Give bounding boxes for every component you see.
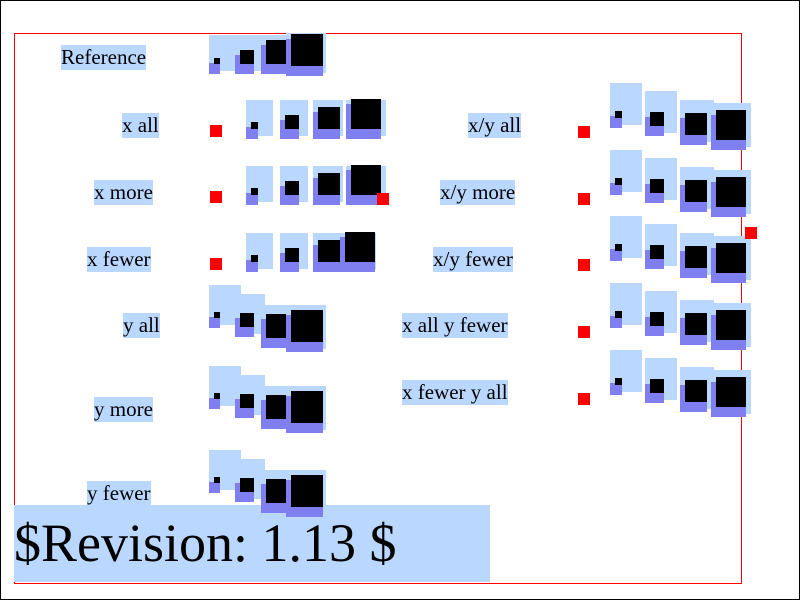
tile-square <box>685 180 707 202</box>
tile-square <box>615 378 622 385</box>
tile-square <box>716 243 746 273</box>
tile-shadow <box>246 127 258 139</box>
label-x-more: x more <box>94 180 153 205</box>
label-x-fewer: x fewer <box>87 247 151 272</box>
label-y-fewer: y fewer <box>87 481 151 506</box>
xy-all-left-marker <box>578 126 590 138</box>
tile-square <box>685 313 707 335</box>
tile-square <box>251 188 258 195</box>
tile-square <box>716 310 746 340</box>
label-x-all-y-fewer: x all y fewer <box>402 313 508 338</box>
tile-square <box>685 113 707 135</box>
xy-fewer-right-marker <box>745 227 757 239</box>
tile-square <box>345 232 375 262</box>
tile-square <box>685 380 707 402</box>
tile-shadow <box>610 116 622 128</box>
tile-shadow <box>610 249 622 261</box>
tile-square <box>615 311 622 318</box>
tile-square <box>351 99 381 129</box>
tile-square <box>291 391 323 423</box>
x-fewer-y-all-left-marker <box>578 393 590 405</box>
x-fewer-left-marker <box>210 258 222 270</box>
tile-square <box>615 244 622 251</box>
label-x-fewer-y-all: x fewer y all <box>402 380 508 405</box>
tile-square <box>240 394 254 408</box>
label-xy-all: x/y all <box>468 113 522 138</box>
tile-shadow <box>209 317 220 328</box>
tile-square <box>615 111 622 118</box>
tile-square <box>716 377 746 407</box>
label-reference: Reference <box>61 45 147 70</box>
label-xy-more: x/y more <box>440 180 516 205</box>
x-more-right-marker <box>377 193 389 205</box>
tile-shadow <box>246 260 258 272</box>
x-all-left-marker <box>210 125 222 137</box>
revision-footer: $Revision: 1.13 $ <box>14 505 490 582</box>
tile-square <box>318 240 340 262</box>
tile-square <box>685 246 707 268</box>
label-x-all: x all <box>122 113 159 138</box>
tile-square <box>285 248 299 262</box>
x-more-left-marker <box>210 191 222 203</box>
tile-square <box>291 475 323 507</box>
tile-shadow <box>610 316 622 328</box>
tile-square <box>251 122 258 129</box>
tile-square <box>650 179 664 193</box>
tile-shadow <box>209 482 220 493</box>
tile-square <box>318 107 340 129</box>
tile-square <box>318 173 340 195</box>
tile-square <box>650 112 664 126</box>
tile-square <box>615 178 622 185</box>
x-all-y-fewer-left-marker <box>578 326 590 338</box>
tile-shadow <box>246 193 258 205</box>
xy-fewer-left-marker <box>578 259 590 271</box>
tile-square <box>716 177 746 207</box>
tile-square <box>240 478 254 492</box>
tile-square <box>351 165 381 195</box>
tile-square <box>240 50 254 64</box>
tile-square <box>650 312 664 326</box>
tile-square <box>291 310 323 342</box>
tile-square <box>240 313 254 327</box>
tile-shadow <box>610 183 622 195</box>
tile-shadow <box>610 383 622 395</box>
tile-square <box>214 312 220 318</box>
label-y-more: y more <box>94 397 153 422</box>
tile-square <box>285 181 299 195</box>
tile-square <box>291 34 323 66</box>
tile-square <box>251 255 258 262</box>
label-y-all: y all <box>123 313 160 338</box>
tile-square <box>214 58 220 64</box>
tile-square <box>650 245 664 259</box>
tile-square <box>214 477 220 483</box>
tile-square <box>285 115 299 129</box>
tile-shadow <box>209 398 220 409</box>
label-xy-fewer: x/y fewer <box>433 247 513 272</box>
tile-shadow <box>209 63 220 74</box>
tile-square <box>650 379 664 393</box>
tile-square <box>716 110 746 140</box>
tile-square <box>214 393 220 399</box>
xy-more-left-marker <box>578 193 590 205</box>
